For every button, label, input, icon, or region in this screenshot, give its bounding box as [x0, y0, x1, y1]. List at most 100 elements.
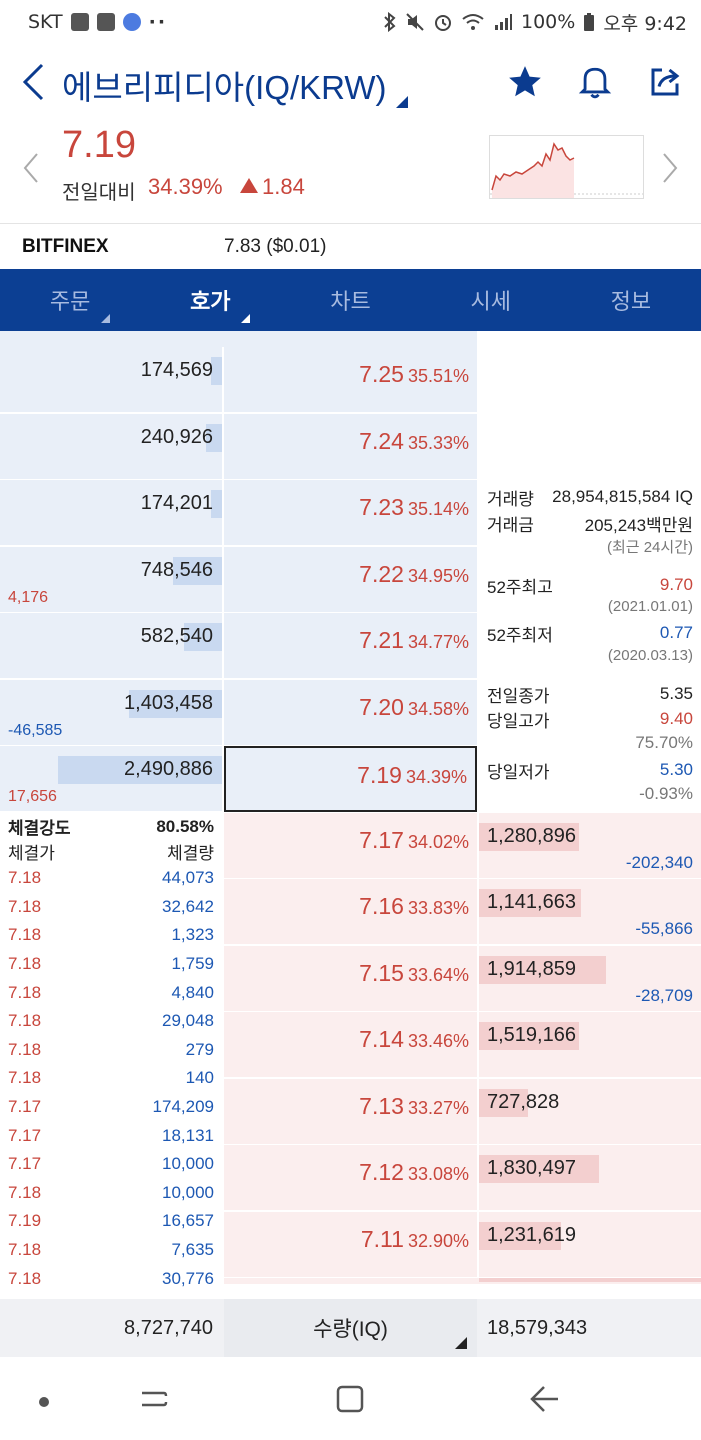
exchange-price: 7.83 ($0.01)	[224, 235, 327, 257]
bid-total: 18,579,343	[487, 1317, 588, 1339]
ask-qty-cell[interactable]: 2,490,886 17,656	[0, 746, 222, 811]
bluetooth-icon	[384, 12, 396, 32]
prev-coin-button[interactable]	[22, 152, 40, 188]
unit-dropdown-icon	[455, 1337, 467, 1349]
ask-price-cell[interactable]: 7.24 35.33%	[224, 413, 477, 479]
bid-volume-bar	[479, 1155, 599, 1183]
ask-price-percent: 34.77%	[407, 632, 469, 652]
bid-price-cell[interactable]: 7.17 34.02%	[224, 812, 477, 878]
alarm-button[interactable]	[575, 62, 615, 102]
ask-price-cell[interactable]: 7.23 35.14%	[224, 480, 477, 545]
day-low-value: 5.30	[659, 760, 693, 779]
ask-volume-bar	[210, 490, 222, 518]
ask-price-cell[interactable]: 7.20 34.58%	[224, 679, 477, 745]
dot-icon	[39, 1397, 49, 1407]
unit-selector[interactable]: 수량(IQ)	[224, 1299, 477, 1357]
high-52w: 52주최고 9.70	[487, 573, 693, 597]
system-back-button[interactable]	[528, 1383, 562, 1419]
share-button[interactable]	[645, 62, 685, 102]
ask-price: 7.22 34.95%	[359, 561, 469, 588]
trade-price: 7.18	[8, 982, 42, 1002]
volume-24h-row: 거래량 28,954,815,584 IQ	[487, 485, 693, 509]
trade-row: 7.17 174,209	[0, 1093, 222, 1122]
bid-qty-cell[interactable]: 1,830,497	[479, 1145, 701, 1210]
mini-chart[interactable]	[489, 135, 644, 199]
ask-qty-cell[interactable]: 748,546 4,176	[0, 546, 222, 612]
bid-qty-cell[interactable]: 1,280,896 -202,340	[479, 812, 701, 878]
back-button[interactable]	[20, 62, 46, 106]
low-52w-row: 52주최저 0.77	[487, 621, 693, 645]
change-amount-value: 1.84	[262, 174, 305, 199]
system-navbar	[0, 1357, 701, 1440]
bid-volume-bar	[479, 1088, 528, 1117]
ask-volume-bar	[128, 689, 222, 718]
bid-price-cell[interactable]: 7.11 32.90%	[224, 1211, 477, 1277]
tab-label: 차트	[330, 290, 371, 315]
ask-row: 174,201 7.23 35.14%	[0, 480, 477, 545]
ask-row: 240,926 7.24 35.33%	[0, 413, 477, 479]
trade-price: 7.18	[8, 954, 42, 974]
signal-icon	[495, 14, 512, 30]
bid-qty-cell[interactable]: 1,914,859 -28,709	[479, 945, 701, 1011]
trade-row: 7.17 18,131	[0, 1121, 222, 1150]
ask-volume-bar	[57, 756, 222, 784]
ask-price-value: 7.19	[357, 762, 402, 788]
bid-price-cell[interactable]: 7.15 33.64%	[224, 945, 477, 1011]
bid-price-cell[interactable]: 7.14 33.46%	[224, 1012, 477, 1077]
amount-24h: 거래금 205,243백만원	[487, 511, 693, 535]
trade-row: 7.18 1,759	[0, 950, 222, 979]
status-bar: SKT ·· 100% 오후 9:42	[0, 0, 701, 44]
title-dropdown-icon[interactable]	[396, 84, 408, 108]
bid-qty-cell[interactable]: 727,828	[479, 1078, 701, 1144]
strength-label: 체결강도	[8, 819, 71, 838]
tab-3[interactable]: 시세	[421, 269, 561, 331]
current-price-cell[interactable]: 7.19 34.39%	[224, 746, 477, 812]
battery-percent: 100%	[521, 11, 576, 33]
bid-volume-bar	[479, 1221, 562, 1250]
bid-price-percent: 33.46%	[407, 1031, 469, 1051]
day-low-label: 당일저가	[487, 762, 550, 782]
app-notification-icon	[122, 13, 141, 31]
trade-qty: 18,131	[162, 1125, 214, 1145]
tab-1[interactable]: 호가	[140, 269, 280, 331]
tab-0[interactable]: 주문	[0, 269, 140, 331]
day-high-label: 당일고가	[487, 711, 550, 731]
home-button[interactable]	[334, 1383, 366, 1419]
exchange-reference: BITFINEX 7.83 ($0.01)	[0, 223, 701, 269]
bid-qty-cell[interactable]: 1,231,619	[479, 1211, 701, 1277]
ask-price-cell[interactable]: 7.22 34.95%	[224, 546, 477, 612]
bid-row: 7.17 34.02% 1,280,896 -202,340	[224, 812, 701, 878]
ask-qty-cell[interactable]: 240,926	[0, 413, 222, 479]
favorite-button[interactable]	[505, 62, 545, 102]
bid-price-cell[interactable]: 7.16 33.83%	[224, 879, 477, 944]
bid-price-cell[interactable]: 7.13 33.27%	[224, 1078, 477, 1144]
ask-qty-cell[interactable]: 1,403,458 -46,585	[0, 679, 222, 745]
bid-qty-cell[interactable]: 1,141,663 -55,866	[479, 879, 701, 944]
ask-qty-cell[interactable]: 174,569	[0, 347, 222, 412]
ask-qty: 174,201	[140, 492, 213, 514]
trade-qty: 1,323	[171, 925, 214, 945]
ask-qty-cell[interactable]: 174,201	[0, 480, 222, 545]
tab-4[interactable]: 정보	[561, 269, 701, 331]
recents-button[interactable]	[138, 1383, 170, 1419]
ask-price-cell[interactable]: 7.25 35.51%	[224, 347, 477, 412]
tab-2[interactable]: 차트	[280, 269, 420, 331]
ask-price-value: 7.22	[359, 560, 404, 587]
bid-qty-cell[interactable]: 1,519,166	[479, 1012, 701, 1077]
page-title[interactable]: 에브리피디아(IQ/KRW)	[62, 69, 387, 106]
bid-price: 7.12 33.08%	[359, 1159, 469, 1186]
ask-qty-cell[interactable]: 582,540	[0, 613, 222, 678]
next-coin-button[interactable]	[661, 152, 679, 188]
ask-price-cell[interactable]: 7.21 34.77%	[224, 613, 477, 678]
bid-row: 7.13 33.27% 727,828	[224, 1078, 701, 1144]
bid-price-percent: 32.90%	[407, 1230, 469, 1251]
dot-button[interactable]	[38, 1393, 50, 1412]
ask-volume-bar	[184, 623, 222, 651]
change-label: 전일대비	[62, 180, 136, 204]
trade-row: 7.18 30,776	[0, 1264, 222, 1293]
bid-price-cell[interactable]: 7.12 33.08%	[224, 1145, 477, 1210]
price-summary: 7.19 전일대비 34.39% 1.84	[0, 122, 701, 222]
ask-qty-change: 4,176	[8, 588, 49, 606]
bid-qty: 1,519,166	[487, 1024, 576, 1046]
more-notifications-icon: ··	[148, 11, 168, 33]
